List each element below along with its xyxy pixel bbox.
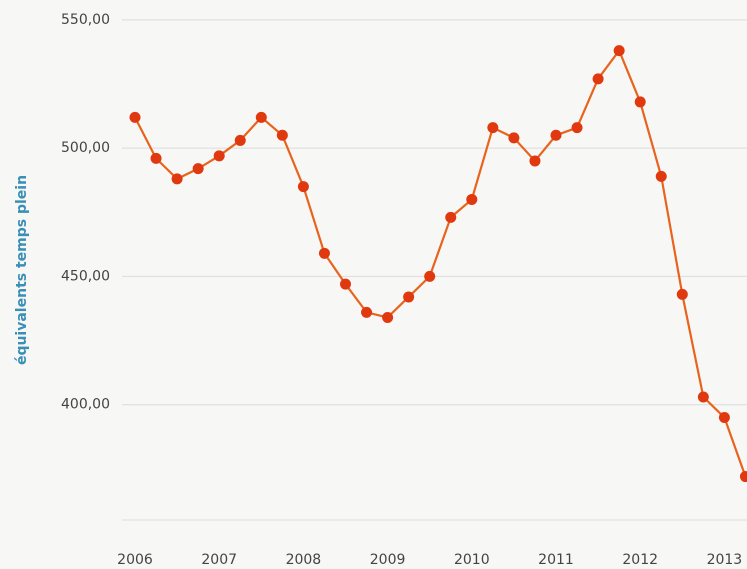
marker [129, 111, 141, 123]
y-tick-label: 550,00 [61, 12, 110, 28]
marker [739, 471, 747, 483]
y-axis-label: équivalents temps plein [14, 175, 30, 365]
marker [487, 122, 499, 134]
y-tick-label: 400,00 [61, 397, 110, 413]
marker [234, 134, 246, 146]
x-tick-label: 2013 [707, 552, 743, 568]
marker [445, 211, 457, 223]
marker [171, 173, 183, 185]
marker [382, 311, 394, 323]
line [134, 48, 747, 477]
marker [150, 152, 162, 164]
marker [508, 132, 520, 144]
marker [466, 193, 478, 205]
x-tick-label: 2011 [538, 552, 574, 568]
marker [697, 391, 709, 403]
marker [613, 45, 625, 57]
marker [634, 96, 646, 108]
marker [571, 122, 583, 134]
y-tick-label: 500,00 [61, 140, 110, 156]
marker [255, 111, 267, 123]
marker [213, 150, 225, 162]
x-tick-label: 2006 [117, 552, 153, 568]
marker [276, 129, 288, 141]
marker [403, 291, 415, 303]
x-tick-label: 2007 [201, 552, 237, 568]
marker [297, 181, 309, 193]
marker [318, 247, 330, 259]
marker [424, 270, 436, 282]
marker [340, 278, 351, 290]
marker [718, 412, 730, 424]
marker [529, 155, 541, 167]
marker [676, 288, 688, 300]
x-tick-label: 2010 [454, 552, 490, 568]
x-tick-label: 2009 [370, 552, 406, 568]
x-tick-label: 2008 [286, 552, 322, 568]
x-tick-label: 2012 [622, 552, 658, 568]
y-tick-label: 450,00 [61, 268, 110, 284]
marker [192, 163, 204, 175]
marker [361, 306, 373, 318]
marker [592, 73, 604, 85]
marker [655, 170, 667, 182]
marker [550, 129, 562, 141]
